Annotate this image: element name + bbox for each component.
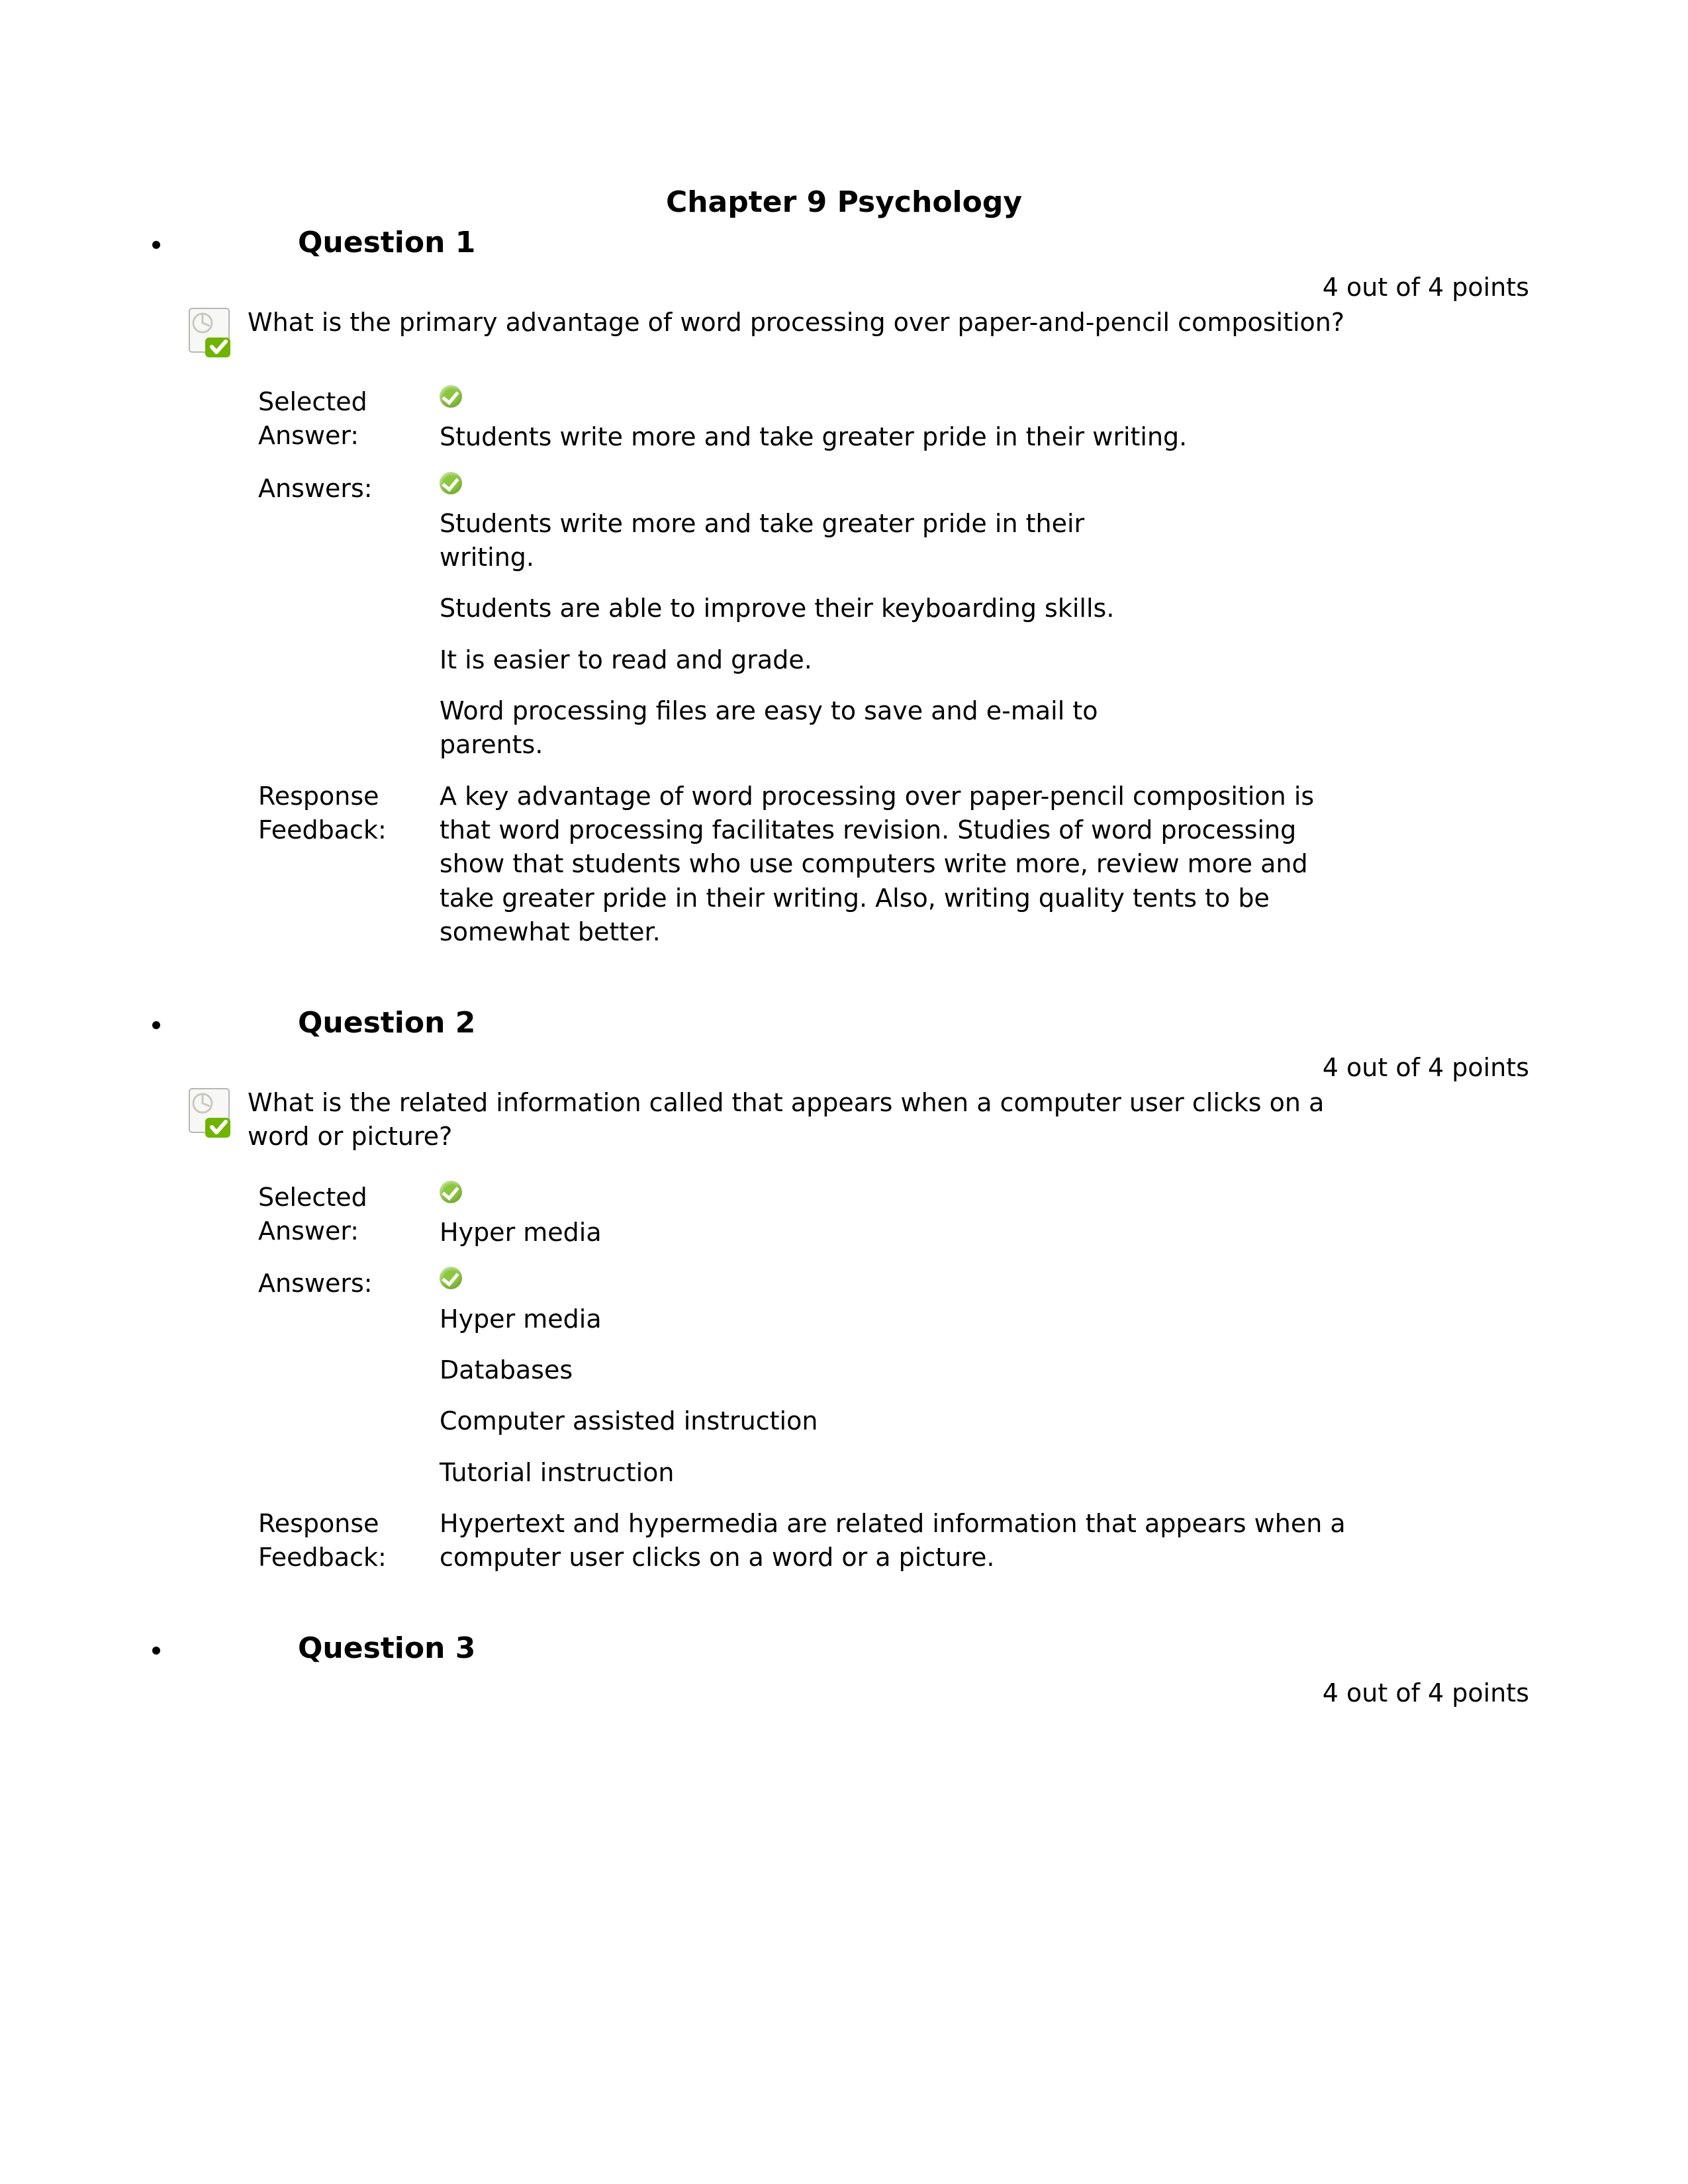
selected-answer-text: Hyper media <box>440 1218 602 1247</box>
answer-option: Word processing files are easy to save a… <box>440 694 1168 762</box>
answer-option: It is easier to read and grade. <box>440 643 1168 677</box>
answer-option-text: Computer assisted instruction <box>440 1406 818 1435</box>
answer-option: Computer assisted instruction <box>440 1404 1168 1438</box>
question-title: Question 2 <box>298 1006 475 1040</box>
answer-option: Tutorial instruction <box>440 1456 1168 1490</box>
selected-answer-label: Selected Answer: <box>258 385 440 472</box>
check-icon <box>440 472 462 494</box>
answer-option-text: Students write more and take greater pri… <box>440 509 1084 572</box>
answers-row: Answers: Students write more and take gr… <box>258 472 1376 780</box>
feedback-label: Response Feedback: <box>258 1507 440 1592</box>
question-prompt: What is the primary advantage of word pr… <box>248 306 1344 340</box>
selected-answer-text: Students write more and take greater pri… <box>440 422 1187 451</box>
selected-answer-label: Selected Answer: <box>258 1181 440 1267</box>
page-title: Chapter 9 Psychology <box>132 185 1556 219</box>
question-item: Question 2 4 out of 4 points What is the… <box>172 1006 1556 1592</box>
check-icon <box>440 1181 462 1203</box>
answer-option-text: It is easier to read and grade. <box>440 645 812 674</box>
feedback-row: Response Feedback: Hypertext and hyperme… <box>258 1507 1376 1592</box>
question-prompt: What is the related information called t… <box>248 1086 1373 1154</box>
answer-option-text: Word processing files are easy to save a… <box>440 696 1098 759</box>
check-icon <box>440 1267 462 1289</box>
question-title: Question 3 <box>298 1631 475 1665</box>
answer-option-text: Hyper media <box>440 1304 602 1334</box>
feedback-label: Response Feedback: <box>258 780 440 966</box>
answer-option-text: Students are able to improve their keybo… <box>440 594 1114 623</box>
correct-document-icon <box>185 306 238 359</box>
question-title: Question 1 <box>298 226 475 259</box>
question-item: Question 3 4 out of 4 points <box>172 1631 1556 1707</box>
answer-option-text: Tutorial instruction <box>440 1458 675 1487</box>
answer-option: Hyper media <box>440 1267 1168 1336</box>
selected-answer-row: Selected Answer: Students write more and… <box>258 385 1376 472</box>
points-text: 4 out of 4 points <box>172 273 1556 302</box>
feedback-row: Response Feedback: A key advantage of wo… <box>258 780 1376 966</box>
answer-option-text: Databases <box>440 1355 573 1385</box>
selected-answer-row: Selected Answer: Hyper media <box>258 1181 1376 1267</box>
question-item: Question 1 4 out of 4 points What is the… <box>172 226 1556 966</box>
correct-document-icon <box>185 1086 238 1139</box>
answers-row: Answers: Hyper media Databases Computer … <box>258 1267 1376 1506</box>
question-list: Question 1 4 out of 4 points What is the… <box>132 226 1556 1707</box>
check-icon <box>440 385 462 408</box>
points-text: 4 out of 4 points <box>172 1053 1556 1082</box>
feedback-text: Hypertext and hypermedia are related inf… <box>440 1507 1376 1592</box>
answers-label: Answers: <box>258 1267 440 1506</box>
points-text: 4 out of 4 points <box>172 1678 1556 1707</box>
answers-label: Answers: <box>258 472 440 780</box>
answer-option: Students write more and take greater pri… <box>440 472 1168 575</box>
feedback-text: A key advantage of word processing over … <box>440 780 1376 966</box>
answer-option: Databases <box>440 1353 1168 1387</box>
answer-option: Students are able to improve their keybo… <box>440 592 1168 625</box>
